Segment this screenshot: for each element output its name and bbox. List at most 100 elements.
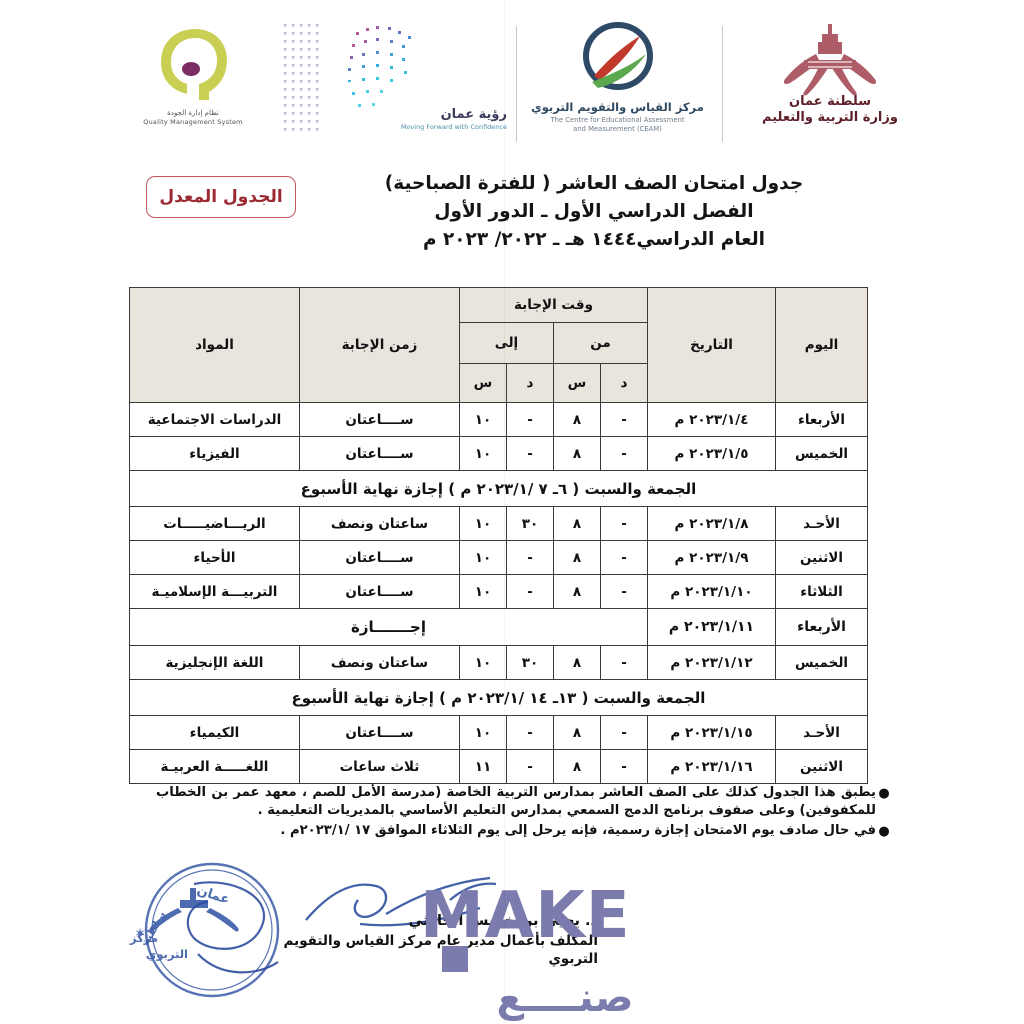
col-header-day: اليوم — [775, 287, 868, 403]
handwritten-signature — [305, 876, 497, 927]
cell-to-hour: ١٠ — [458, 436, 508, 471]
cell-from-hour: ٨ — [553, 402, 601, 437]
cell-from-min: - — [600, 574, 648, 609]
table-row: الأربعاء ٢٠٢٣/١/٤ م -٨-١٠ ســــاعتان الدراسا… — [128, 402, 868, 437]
bullet-icon: ● — [878, 786, 890, 801]
vision-english-text: Moving Forward with Confidence — [400, 122, 507, 131]
qms-caption: نظام إدارة الجودة Quality Management Sys… — [128, 109, 258, 127]
cell-date: ٢٠٢٣/١/١٢ م — [647, 645, 776, 680]
qms-mark-icon — [147, 22, 239, 106]
cell-duration: ســــاعتان — [298, 402, 460, 437]
cell-from-min: - — [600, 715, 648, 750]
table-row: الخميس ٢٠٢٣/١/٥ م -٨-١٠ ســــاعتان الفيزياء — [128, 436, 868, 471]
cell-to-hour: ١٠ — [458, 540, 508, 575]
signatory-title: المكلف بأعمال مدير عام مركز القياس والتق… — [283, 932, 598, 967]
cell-from-hour: ٨ — [553, 506, 601, 541]
col-header-to: إلى — [458, 322, 555, 364]
cell-from-min: - — [600, 540, 648, 575]
cell-subject: اللغـــــة العربيـة — [128, 749, 300, 784]
title-zone: الجدول المعدل جدول امتحان الصف العاشر ( … — [0, 168, 1024, 276]
cell-to-hour: ١٠ — [458, 402, 508, 437]
cell-to-min: - — [506, 574, 554, 609]
official-stamp: عمان سلطنة مركز القياس والتقويم التربوي … — [128, 858, 304, 1010]
holiday-text: إجـــــــازة — [128, 608, 649, 646]
cell-subject: الأحياء — [128, 540, 300, 575]
title-line-2: الفصل الدراسي الأول ـ الدور الأول — [434, 201, 754, 223]
cell-day: الأربعاء — [775, 608, 868, 646]
cell-day: الأحـد — [775, 506, 868, 541]
table-row-weekend: الجمعة والسبت ( ١٣ـ ١٤ /٢٠٢٣/١ م ) إجازة… — [128, 679, 869, 716]
col-header-from: من — [553, 322, 648, 364]
cell-duration: ساعتان ونصف — [298, 645, 460, 680]
cell-from-hour: ٨ — [553, 540, 601, 575]
quality-management-system-logo: نظام إدارة الجودة Quality Management Sys… — [128, 22, 258, 127]
cell-date: ٢٠٢٣/١/١٠ م — [647, 574, 776, 609]
exam-schedule-table: اليوم التاريخ وقت الإجابة زمن الإجابة ال… — [128, 287, 869, 784]
footnote: ● يطبق هذا الجدول كذلك على الصف العاشر بم… — [156, 784, 892, 820]
cell-to-min: - — [506, 540, 554, 575]
cell-date: ٢٠٢٣/١/٨ م — [647, 506, 776, 541]
scan-artifact-line — [504, 0, 505, 1024]
cell-subject: التربيـــة الإسلاميـة — [128, 574, 300, 609]
cell-day: الخميس — [775, 436, 868, 471]
header-row-1: اليوم التاريخ وقت الإجابة زمن الإجابة ال… — [128, 287, 868, 403]
cell-to-min: - — [506, 402, 554, 437]
cell-to-min: - — [506, 436, 554, 471]
cell-from-hour: ٨ — [553, 574, 601, 609]
qms-caption-english: Quality Management System — [143, 118, 243, 127]
table-row: الأحـد ٢٠٢٣/١/١٥ م -٨-١٠ ســــاعتان الكيمياء — [128, 715, 868, 750]
cell-to-min: ٣٠ — [506, 506, 554, 541]
signatory-name: د. يحيى بن خميس الحارثي — [408, 913, 598, 929]
cell-subject: الفيزياء — [128, 436, 300, 471]
table-row: الاثنين ٢٠٢٣/١/١٦ م -٨-١١ ثلاث ساعات اللغـــ… — [128, 749, 868, 784]
title-line-3: العام الدراسي١٤٤٤ هـ ـ ٢٠٢٢/ ٢٠٢٣ م — [422, 229, 766, 251]
ceam-logo: مركز القياس والتقويم التربوي The Centre … — [520, 20, 715, 134]
table-row-holiday: الأربعاء ٢٠٢٣/١/١١ م إجـــــــازة — [128, 608, 868, 646]
footnotes: ● يطبق هذا الجدول كذلك على الصف العاشر بم… — [156, 784, 892, 844]
cell-duration: ثلاث ساعات — [298, 749, 460, 784]
vision-arabic-text: رؤية عمان — [440, 106, 507, 122]
cell-day: الخميس — [775, 645, 868, 680]
cell-duration: ســــاعتان — [298, 715, 460, 750]
table-head: اليوم التاريخ وقت الإجابة زمن الإجابة ال… — [128, 287, 868, 403]
cell-subject: الدراسات الاجتماعية — [128, 402, 300, 437]
watermark-text-ar: صنــــع — [496, 974, 634, 1021]
weekend-holiday-text: الجمعة والسبت ( ٦ـ ٧ /٢٠٢٣/١ م ) إجازة ن… — [128, 470, 869, 507]
cell-to-hour: ١٠ — [458, 506, 508, 541]
col-header-from-minutes: د — [600, 363, 648, 403]
cell-day: الأحـد — [775, 715, 868, 750]
cell-from-min: - — [600, 645, 648, 680]
bullet-icon: ● — [878, 824, 890, 840]
cell-subject: اللغة الإنجليزية — [128, 645, 300, 680]
col-header-to-minutes: د — [506, 363, 554, 403]
signature-block: د. يحيى بن خميس الحارثي المكلف بأعمال مد… — [268, 912, 598, 968]
cell-to-hour: ١٠ — [458, 715, 508, 750]
cell-to-hour: ١٠ — [458, 574, 508, 609]
cell-to-hour: ١١ — [458, 749, 508, 784]
ceam-english-line2: and Measurement (CEAM) — [573, 124, 662, 133]
cell-day: الأربعاء — [775, 402, 868, 437]
moe-line2: وزارة التربية والتعليم — [762, 109, 898, 125]
cell-subject: الكيمياء — [128, 715, 300, 750]
cell-from-hour: ٨ — [553, 749, 601, 784]
col-header-to-hours: س — [458, 363, 508, 403]
ministry-of-education-oman-emblem: سلطنة عمان وزارة التربية والتعليم — [755, 20, 905, 125]
cell-date: ٢٠٢٣/١/٥ م — [647, 436, 776, 471]
header-row-2: من إلى — [129, 322, 867, 364]
cell-subject: الريـــاضيـــــات — [128, 506, 300, 541]
cell-duration: ســــاعتان — [298, 436, 460, 471]
cell-from-min: - — [600, 402, 648, 437]
header-divider-right — [722, 26, 723, 142]
vision-caption: رؤية عمان Moving Forward with Confidence — [401, 107, 507, 131]
oman-vision-2040-logo: رؤية عمان Moving Forward with Confidence — [278, 18, 513, 153]
cell-date: ٢٠٢٣/١/١٦ م — [647, 749, 776, 784]
modified-schedule-badge: الجدول المعدل — [146, 176, 296, 218]
svg-text:التربوي: التربوي — [146, 947, 188, 962]
exam-schedule-table-wrapper: اليوم التاريخ وقت الإجابة زمن الإجابة ال… — [128, 287, 869, 784]
cell-from-min: - — [600, 506, 648, 541]
ceam-english-title: The Centre for Educational Assessment an… — [520, 116, 715, 134]
cell-date: ٢٠٢٣/١/١٥ م — [647, 715, 776, 750]
svg-text:✶: ✶ — [134, 926, 146, 942]
cell-date: ٢٠٢٣/١/٩ م — [647, 540, 776, 575]
table-row-weekend: الجمعة والسبت ( ٦ـ ٧ /٢٠٢٣/١ م ) إجازة ن… — [128, 470, 869, 507]
